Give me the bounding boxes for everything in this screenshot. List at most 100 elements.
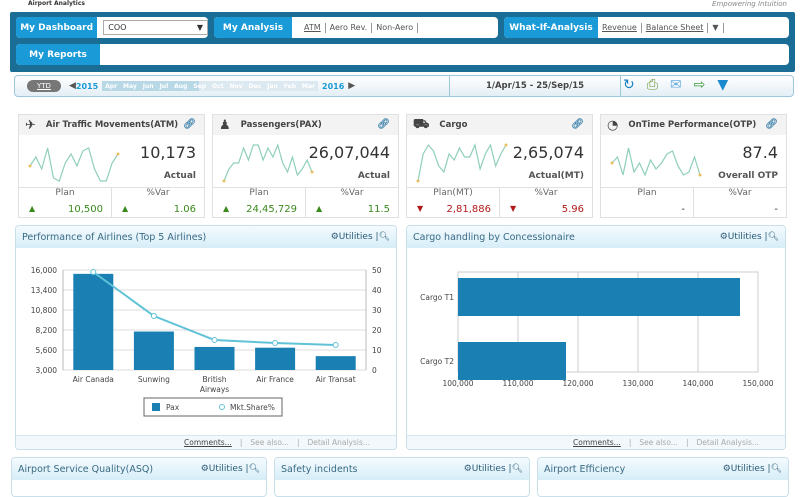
refresh-icon[interactable]: ↻: [623, 77, 635, 93]
legend-pax: Pax: [166, 403, 180, 412]
year-end[interactable]: 2016: [322, 81, 345, 91]
kpi-title: OnTime Performance(OTP): [628, 120, 757, 130]
month-jul[interactable]: Jul: [159, 82, 169, 90]
y2-tick-label: 20: [372, 326, 382, 335]
filter-icon[interactable]: ▼: [717, 77, 729, 93]
month-may[interactable]: May: [123, 82, 137, 90]
panel-title: Safety incidents: [281, 463, 358, 475]
email-icon[interactable]: ✉: [669, 77, 682, 93]
sparkline-endpoint: [698, 173, 702, 177]
month-aug[interactable]: Aug: [174, 82, 188, 90]
sparkline-path: [611, 147, 701, 177]
ytd-button[interactable]: YTD: [27, 80, 61, 92]
plan-label: Plan: [249, 188, 269, 198]
my-reports-tab[interactable]: My Reports: [16, 44, 100, 65]
kpi-value-label: Actual(MT): [528, 171, 585, 181]
airplane-icon: ✈: [25, 117, 36, 133]
bar-sunwing: [133, 331, 174, 370]
month-oct[interactable]: Oct: [212, 82, 224, 90]
utilities-button[interactable]: ⚙Utilities |🔍︎: [463, 464, 523, 474]
x-tick-label: 120,000: [562, 379, 593, 388]
what-if-analysis-tab[interactable]: What-If-Analysis: [504, 17, 598, 38]
link-icon[interactable]: 🔗︎: [765, 119, 778, 130]
aero-rev-link[interactable]: Aero Rev.: [326, 22, 373, 33]
month-jan[interactable]: Jan: [267, 82, 278, 90]
plan-cell: Plan ▲ 10,500: [19, 188, 112, 217]
y-tick-label: 3,000: [36, 366, 58, 375]
revenue-link[interactable]: Revenue: [598, 22, 642, 33]
print-icon[interactable]: ⎙: [646, 77, 658, 93]
var-value: 5.96: [561, 204, 584, 215]
prev-year-icon[interactable]: ◀: [68, 81, 76, 91]
month-mar[interactable]: Mar: [302, 82, 316, 90]
whatif-group: What-If-Analysis Revenue Balance Sheet ▼: [504, 17, 789, 38]
month-apr[interactable]: Apr: [105, 82, 118, 90]
next-year-icon[interactable]: ▶: [348, 81, 356, 91]
kpi-card: ⛟ Cargo 🔗︎ 2,65,074 Actual(MT) Plan(MT) ▼ 2,…: [406, 114, 593, 218]
plan-label: Plan: [55, 188, 75, 198]
see-also-link[interactable]: See also...: [250, 438, 289, 447]
down-arrow-icon: ▼: [417, 204, 424, 213]
panel-title: Cargo handling by Concessionaire: [413, 231, 575, 243]
utilities-button[interactable]: ⚙Utilities |🔍︎: [200, 464, 260, 474]
month-slider[interactable]: Apr May Jun Jul Aug Sep Oct Nov Dec Jan Feb Mar: [102, 81, 319, 91]
analysis-group: My Analysis ATM Aero Rev. Non-Aero: [214, 17, 498, 38]
legend-pax-icon: [152, 403, 160, 411]
legend-mkt-share-icon: [219, 404, 225, 410]
person-icon: ♟: [219, 117, 231, 133]
tagline: Empowering Intuition: [712, 0, 787, 8]
asq-panel: Airport Service Quality(ASQ) ⚙Utilities |…: [11, 457, 267, 497]
bar-british-airways: [194, 346, 235, 370]
up-arrow-icon: ▲: [122, 204, 129, 213]
month-dec[interactable]: Dec: [248, 82, 262, 90]
atm-link[interactable]: ATM: [300, 22, 326, 33]
y2-tick-label: 30: [372, 306, 382, 315]
legend-mkt-share: Mkt.Share%: [230, 403, 275, 412]
var-label: %Var: [146, 188, 170, 198]
legend: [143, 397, 283, 417]
var-label: %Var: [728, 188, 752, 198]
sparkline-endpoint: [504, 143, 508, 147]
utilities-button[interactable]: ⚙Utilities |🔍︎: [330, 232, 390, 242]
link-icon[interactable]: 🔗︎: [183, 119, 196, 130]
mkt-share-point: [211, 337, 218, 343]
utilities-button[interactable]: ⚙Utilities |🔍︎: [719, 232, 779, 242]
non-aero-link[interactable]: Non-Aero: [372, 22, 419, 33]
comments-link[interactable]: Comments...: [573, 438, 621, 447]
bar-air-canada: [73, 273, 114, 370]
my-dashboard-tab[interactable]: My Dashboard: [16, 17, 98, 38]
dashboard-select[interactable]: COO ▼: [103, 20, 208, 35]
date-range: 1/Apr/15 - 25/Sep/15: [449, 76, 621, 96]
nav-band: My Dashboard COO ▼ My Analysis ATM Aero R…: [10, 12, 795, 72]
link-icon[interactable]: 🔗︎: [571, 119, 584, 130]
see-also-link[interactable]: See also...: [639, 438, 678, 447]
month-feb[interactable]: Feb: [283, 82, 297, 90]
x-tick-label: 140,000: [682, 379, 713, 388]
year-start[interactable]: 2015: [75, 81, 99, 91]
detail-analysis-link[interactable]: Detail Analysis...: [307, 438, 370, 447]
balance-sheet-link[interactable]: Balance Sheet: [642, 22, 709, 33]
kpi-value: 10,173: [140, 143, 196, 162]
kpi-card: ◔ OnTime Performance(OTP) 🔗︎ 87.4 Overall …: [600, 114, 787, 218]
more-dropdown[interactable]: ▼: [708, 22, 724, 33]
my-analysis-tab[interactable]: My Analysis: [214, 17, 292, 38]
y-tick-label: Cargo T1: [420, 293, 454, 302]
var-value: 1.06: [173, 204, 196, 215]
y2-tick-label: 0: [372, 366, 377, 375]
mkt-share-point: [272, 340, 279, 346]
link-icon[interactable]: 🔗︎: [377, 119, 390, 130]
month-sep[interactable]: Sep: [193, 82, 207, 90]
dropdown-arrow-icon: ▼: [196, 23, 203, 32]
sparkline-endpoint: [116, 152, 120, 156]
export-icon[interactable]: ⇨: [693, 77, 706, 93]
sparkline-endpoint: [222, 179, 226, 183]
sparkline-endpoint: [28, 164, 32, 168]
month-nov[interactable]: Nov: [229, 82, 243, 90]
utilities-button[interactable]: ⚙Utilities |🔍︎: [722, 464, 782, 474]
airlines-panel: Performance of Airlines (Top 5 Airlines)…: [15, 225, 397, 450]
down-arrow-icon: ▼: [510, 204, 517, 213]
comments-link[interactable]: Comments...: [184, 438, 232, 447]
kpi-value-label: Overall OTP: [718, 171, 778, 181]
month-jun[interactable]: Jun: [142, 82, 154, 90]
detail-analysis-link[interactable]: Detail Analysis...: [696, 438, 759, 447]
